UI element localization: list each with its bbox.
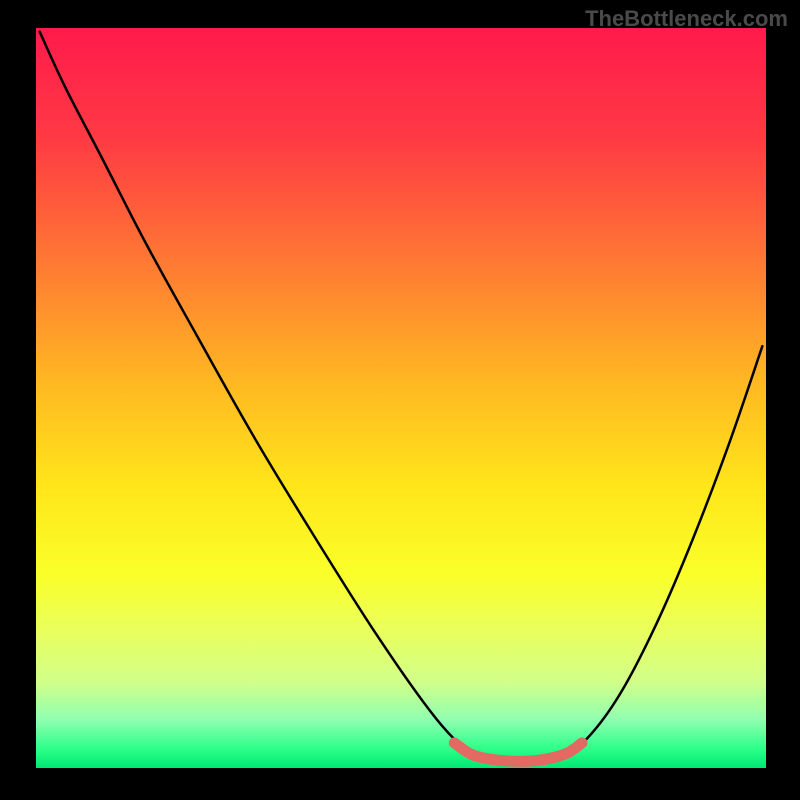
- plot-area: [36, 28, 766, 768]
- attribution-text: TheBottleneck.com: [585, 6, 788, 32]
- bottleneck-chart: [0, 0, 800, 800]
